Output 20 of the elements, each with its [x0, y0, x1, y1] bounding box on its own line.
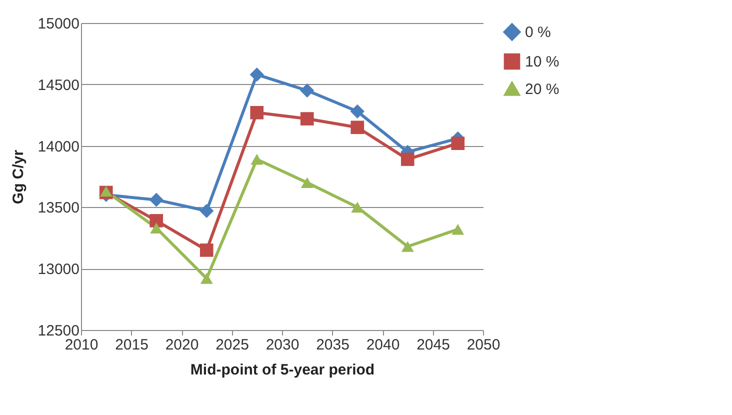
x-tick-label: 2030 [266, 336, 300, 354]
legend-label: 10 % [525, 54, 560, 70]
x-tick-label: 2010 [64, 336, 98, 354]
x-tick-label: 2040 [366, 336, 400, 354]
y-tick-label: 15000 [38, 16, 80, 32]
x-tick-label: 2020 [165, 336, 199, 354]
y-tick-label: 14500 [38, 76, 80, 94]
x-tick-label: 2035 [316, 336, 350, 354]
y-axis-title: Gg C/yr [10, 150, 27, 204]
x-tick-label: 2025 [216, 336, 249, 354]
y-tick-label: 14000 [38, 138, 80, 156]
x-tick-label: 2050 [466, 336, 500, 354]
legend-label: 0 % [525, 24, 551, 41]
x-axis-title: Mid-point of 5-year period [190, 362, 375, 378]
y-tick-label: 12500 [38, 322, 80, 340]
x-tick-label: 2045 [416, 336, 450, 354]
legend-label: 20 % [525, 81, 560, 98]
y-tick-label: 13500 [38, 200, 80, 217]
x-tick-label: 2015 [115, 336, 148, 354]
y-tick-label: 13000 [38, 261, 80, 278]
